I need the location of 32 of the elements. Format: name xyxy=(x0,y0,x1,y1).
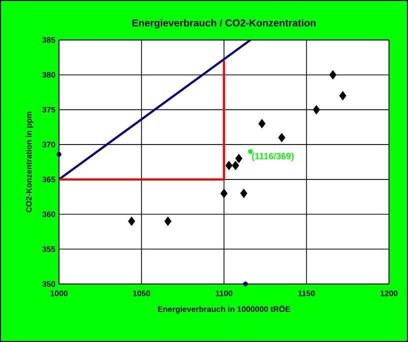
point xyxy=(243,282,248,286)
y-tick-label: 375 xyxy=(42,106,56,113)
point xyxy=(248,149,253,154)
point xyxy=(164,216,172,226)
point xyxy=(128,216,136,226)
point xyxy=(56,152,62,157)
x-tick-label: 1150 xyxy=(298,290,315,296)
y-axis-title: CO2-Konzentration in ppm xyxy=(26,112,34,212)
chart-title: Energieverbrauch / CO2-Konzentration xyxy=(132,19,316,28)
point xyxy=(235,154,242,164)
point xyxy=(258,118,266,128)
y-tick-label: 350 xyxy=(42,281,56,287)
x-tick-label: 1100 xyxy=(216,290,232,296)
y-tick-label: 370 xyxy=(42,142,56,148)
x-tick-label: 1000 xyxy=(50,290,68,296)
y-tick-label: 380 xyxy=(42,72,56,78)
point xyxy=(278,132,286,142)
point xyxy=(329,70,336,80)
point xyxy=(240,188,248,198)
x-tick-label: 1200 xyxy=(380,290,398,296)
data-label: (1116/369) xyxy=(252,152,294,162)
x-tick-label: 1050 xyxy=(133,290,150,296)
point xyxy=(225,160,233,170)
point xyxy=(220,188,228,198)
y-tick-label: 365 xyxy=(42,176,56,182)
y-tick-label: 355 xyxy=(42,246,56,252)
y-tick-label: 360 xyxy=(42,211,56,218)
point xyxy=(339,91,346,100)
point xyxy=(232,160,240,170)
y-tick-label: 385 xyxy=(42,37,56,43)
x-axis-title: Energieverbrauch in 1000000 tRÖE xyxy=(158,305,290,314)
point xyxy=(312,105,320,114)
